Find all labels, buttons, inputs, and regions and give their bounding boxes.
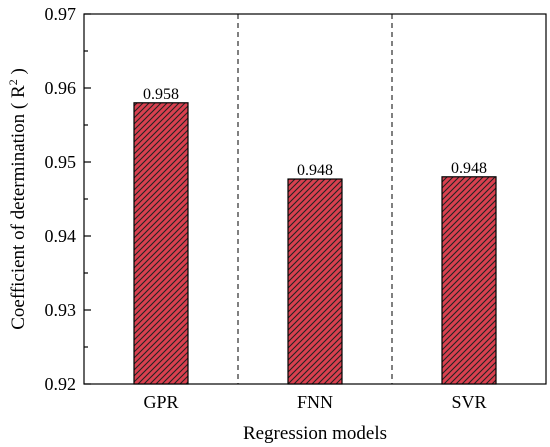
y-axis-title-paren-open: ( — [8, 98, 29, 114]
y-tick-label: 0.94 — [45, 226, 77, 246]
y-tick-label: 0.95 — [45, 152, 77, 172]
bar-fnn — [287, 178, 343, 385]
y-tick-label: 0.97 — [45, 4, 77, 24]
category-separators — [237, 14, 393, 384]
bar-gpr — [133, 102, 189, 385]
data-label-gpr: 0.958 — [143, 86, 179, 103]
y-axis: 0.92 0.93 0.94 0.95 0.96 0.97 — [45, 4, 91, 394]
x-tick-label: GPR — [143, 392, 178, 412]
data-label-fnn: 0.948 — [297, 162, 333, 179]
bar-svr — [441, 176, 497, 385]
y-axis-title: Coefficient of determination ( R2 ) — [6, 68, 29, 330]
y-tick-label: 0.93 — [45, 300, 77, 320]
y-tick-label: 0.92 — [45, 374, 77, 394]
y-axis-title-paren-close: ) — [8, 68, 29, 79]
data-label-svr: 0.948 — [451, 160, 487, 177]
y-tick-label: 0.96 — [45, 78, 77, 98]
y-axis-title-text: Coefficient of determination — [8, 113, 29, 329]
x-axis-title: Regression models — [243, 423, 387, 444]
x-axis: GPR FNN SVR — [143, 378, 487, 412]
y-axis-title-symbol: R — [8, 85, 29, 98]
bars-group — [133, 102, 497, 385]
x-tick-label: SVR — [451, 392, 486, 412]
data-labels-group: 0.958 0.948 0.948 — [143, 86, 487, 179]
x-tick-label: FNN — [297, 392, 333, 412]
y-axis-title-superscript: 2 — [6, 79, 20, 85]
